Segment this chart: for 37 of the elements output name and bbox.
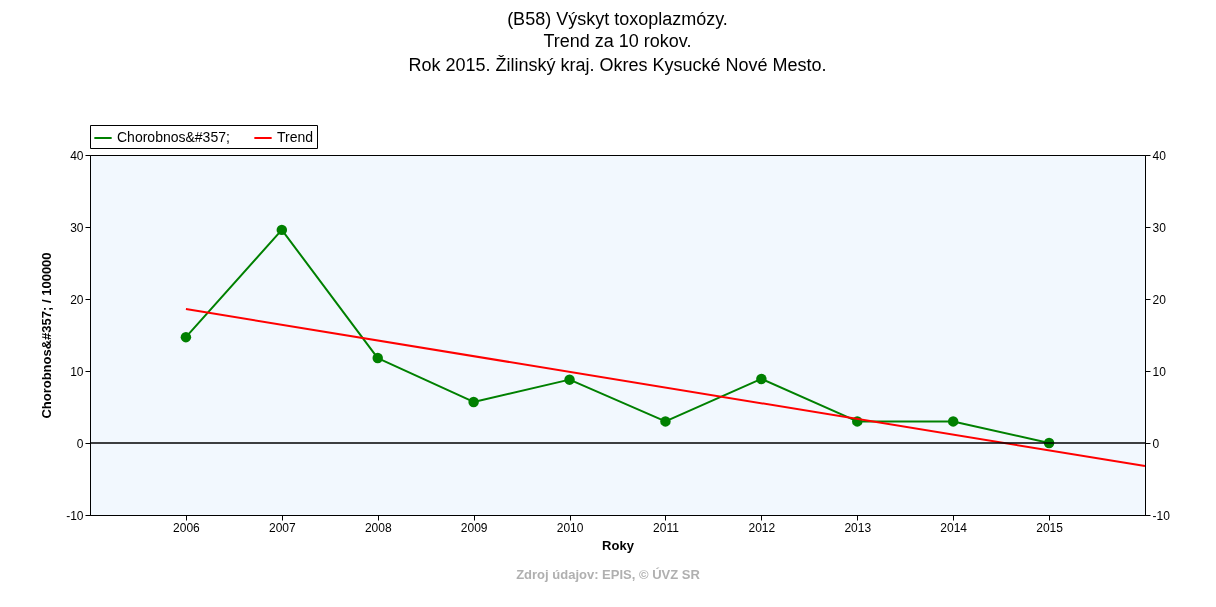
y-tick-label: -10: [66, 508, 84, 523]
x-tick-label: 2008: [364, 520, 392, 535]
x-tick-label: 2013: [844, 520, 872, 535]
x-tick-label: 2009: [460, 520, 488, 535]
x-tick-label: 2014: [940, 520, 968, 535]
x-tick-label: 2011: [653, 520, 680, 535]
point: [756, 373, 767, 385]
x-tick-label: 2007: [268, 520, 296, 535]
y-tick-label: 0: [76, 436, 84, 451]
legend-label: Chorobnos&#357;: [117, 129, 230, 145]
point: [660, 416, 671, 427]
y-tick-label: 30: [70, 220, 84, 235]
text: Zdroj údajov: EPIS, © ÚVZ SR: [515, 567, 701, 582]
legend-label: Trend: [277, 129, 314, 145]
y-tick-label: 20: [70, 292, 84, 307]
point: [372, 352, 383, 364]
chart-title: (B58) Výskyt toxoplazmózy.: [507, 8, 728, 29]
x-tick-label: 2006: [173, 520, 201, 535]
x-tick-label: 2010: [556, 520, 584, 535]
y2-tick-label: 30: [1152, 220, 1167, 235]
y2-tick-label: 10: [1152, 364, 1167, 379]
x-tick-label: 2015: [1036, 520, 1064, 535]
x-axis-title: Roky: [602, 537, 635, 553]
point: [180, 331, 192, 343]
y2-tick-label: 40: [1152, 148, 1167, 163]
point: [468, 396, 479, 408]
y2-tick-label: 20: [1152, 292, 1167, 307]
point: [564, 374, 575, 385]
chart-subtitle: Trend za 10 rokov. Rok 2015. Žilinský kraj. Okres Kysucké Nové Mesto.: [408, 30, 827, 75]
y2-tick-label: -10: [1152, 508, 1171, 523]
point: [276, 224, 288, 236]
x-tick-label: 2012: [748, 520, 776, 535]
y-axis-title: Chorobnos&#357; / 100000: [39, 252, 55, 419]
y-tick-label: 10: [70, 364, 84, 379]
point: [947, 416, 959, 427]
y2-tick-label: 0: [1152, 436, 1160, 451]
y-tick-label: 40: [70, 148, 84, 163]
